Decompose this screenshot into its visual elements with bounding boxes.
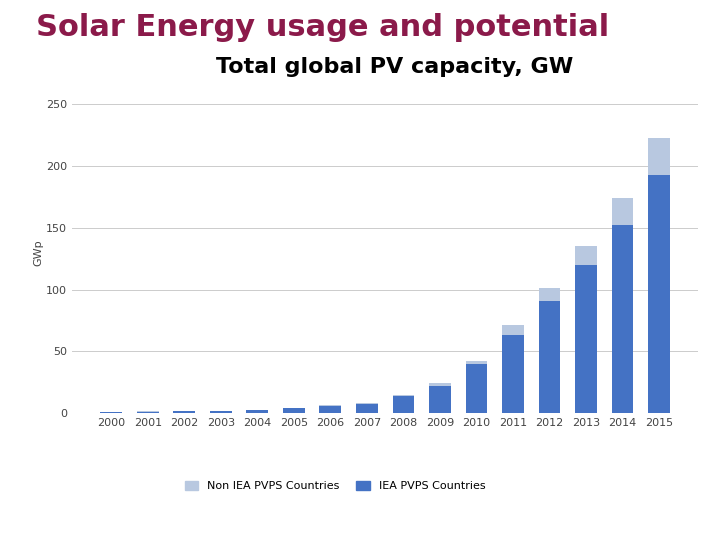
Bar (27, 506, 36, 534)
Bar (320, 406, 341, 413)
Bar (283, 408, 305, 413)
Bar (40, 497, 49, 534)
Bar (611, 198, 634, 225)
Bar (648, 138, 670, 174)
Text: TALLINN UNIVERSITY OF TECHNOLOGY: TALLINN UNIVERSITY OF TECHNOLOGY (108, 530, 241, 536)
Bar (648, 174, 670, 413)
Text: Total global PV capacity, GW: Total global PV capacity, GW (216, 57, 573, 77)
Bar (101, 412, 122, 413)
Bar (14, 515, 23, 534)
Bar (174, 411, 195, 413)
Bar (392, 396, 415, 413)
Bar (575, 246, 597, 265)
Bar (210, 411, 232, 413)
Bar (575, 265, 597, 413)
Text: Solar Energy usage and potential: Solar Energy usage and potential (36, 14, 609, 43)
Bar (246, 410, 269, 413)
Text: 1918: 1918 (108, 495, 135, 505)
Legend: Non IEA PVPS Countries, IEA PVPS Countries: Non IEA PVPS Countries, IEA PVPS Countri… (181, 476, 490, 496)
Text: TALLINNA TEHNIKAULIKOOL: TALLINNA TEHNIKAULIKOOL (108, 511, 260, 522)
Bar (429, 386, 451, 413)
Y-axis label: GWp: GWp (33, 239, 43, 266)
Bar (356, 403, 378, 404)
Bar (611, 225, 634, 413)
Bar (539, 301, 560, 413)
Bar (502, 335, 524, 413)
Bar (429, 383, 451, 386)
Bar (66, 478, 75, 534)
Bar (53, 487, 62, 534)
Bar (392, 395, 415, 396)
Bar (539, 288, 560, 301)
Bar (356, 404, 378, 413)
Bar (137, 411, 159, 413)
Bar (502, 326, 524, 335)
Bar (466, 361, 487, 363)
Bar (466, 363, 487, 413)
